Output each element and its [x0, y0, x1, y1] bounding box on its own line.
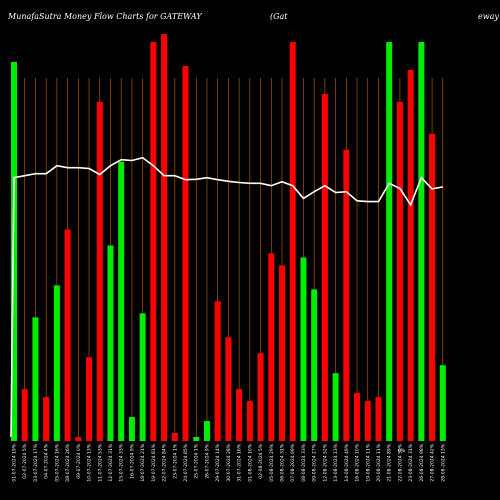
bar: [11, 62, 17, 441]
x-tick-label: 23-07-2024 1%: [172, 443, 178, 478]
x-tick-label: 01-07-2024 19%: [12, 443, 18, 481]
bar: [64, 229, 71, 441]
bar: [150, 42, 157, 441]
x-tick-label: 20-08-2024 11%: [376, 443, 382, 481]
chart-title-cut: eway: [478, 12, 499, 21]
bar: [193, 437, 200, 441]
x-tick-label: 19-07-2024 81%: [151, 443, 157, 481]
x-tick-label: 24-07-2024 85%: [183, 443, 189, 481]
bar: [139, 313, 146, 441]
x-tick-label: 25-07-2024 1%: [194, 443, 200, 478]
bar: [171, 433, 178, 441]
bar: [75, 437, 82, 441]
x-tick-label: 09-07-2024 0%: [76, 443, 82, 478]
x-tick-label: 07-08-2024 99%: [290, 443, 296, 481]
x-tick-label: 10-07-2024 13%: [87, 443, 93, 481]
x-tick-label: 23-08-2024 31%: [408, 443, 414, 481]
bars: [11, 34, 446, 442]
chart-title-ticker: (Gat: [270, 12, 288, 21]
bar: [257, 353, 264, 441]
bar: [364, 401, 371, 441]
bar: [225, 337, 232, 441]
extra-tick-label: 0%: [398, 448, 406, 454]
bar: [300, 257, 307, 441]
x-tick-labels: 01-07-2024 19% 02-07-2024 5% 03-07-2024 17…: [12, 443, 447, 481]
x-tick-label: 28-08-2024 13%: [440, 443, 446, 481]
x-tick-label: 11-07-2024 53%: [97, 443, 103, 481]
x-tick-label: 26-08-2024 98%: [419, 443, 425, 481]
bar: [311, 289, 318, 441]
x-tick-label: 26-07-2024 9%: [204, 443, 210, 478]
trend-line-layer: [10, 156, 443, 438]
bar: [407, 69, 414, 442]
x-tick-label: 12-07-2024 31%: [108, 443, 114, 481]
x-tick-label: 06-08-2024 31%: [280, 443, 286, 481]
x-tick-label: 15-07-2024 33%: [119, 443, 125, 481]
x-tick-label: 12-08-2024 52%: [322, 443, 328, 481]
bar: [236, 389, 243, 441]
x-tick-label: 03-07-2024 17%: [33, 443, 39, 481]
bar: [86, 357, 93, 441]
bar: [429, 133, 436, 441]
bar: [182, 65, 189, 441]
x-tick-label: 22-08-2024 59%: [397, 443, 403, 481]
bar: [386, 42, 393, 441]
x-tick-label: 02-08-2024 5%: [258, 443, 264, 478]
bar: [246, 401, 253, 441]
x-tick-label: 31-07-2024 16%: [237, 443, 243, 481]
x-tick-label: 13-08-2024 13%: [333, 443, 339, 481]
bar: [375, 397, 382, 441]
x-tick-label: 08-07-2024 26%: [65, 443, 71, 481]
x-tick-label: 21-08-2024 89%: [387, 443, 393, 481]
x-tick-label: 19-08-2024 11%: [365, 443, 371, 481]
bar: [279, 265, 285, 441]
x-tick-label: 02-07-2024 5%: [22, 443, 28, 478]
bar: [21, 389, 28, 441]
x-tick-label: 30-07-2024 28%: [226, 443, 232, 481]
bar: [161, 34, 168, 442]
bar: [396, 101, 403, 441]
bar: [96, 101, 103, 441]
x-tick-label: 05-07-2024 16%: [54, 443, 60, 481]
bar: [203, 421, 210, 441]
x-tick-label: 04-07-2024 4%: [44, 443, 50, 478]
bar: [128, 417, 135, 441]
bar: [332, 373, 339, 441]
x-tick-label: 16-08-2024 10%: [355, 443, 361, 481]
x-tick-label: 27-08-2024 42%: [430, 443, 436, 481]
x-tick-label: 05-08-2024 29%: [269, 443, 275, 481]
bar: [268, 253, 275, 441]
bar: [439, 365, 446, 441]
bar: [289, 42, 296, 441]
x-tick-label: 29-07-2024 14%: [215, 443, 221, 481]
x-tick-label: 16-07-2024 9%: [129, 443, 135, 478]
x-tick-label: 08-08-2024 33%: [301, 443, 307, 481]
bar: [214, 301, 221, 441]
x-tick-label: 18-07-2024 21%: [140, 443, 146, 481]
x-tick-label: 09-08-2024 27%: [312, 443, 318, 481]
bar: [32, 317, 39, 441]
bar: [343, 149, 350, 441]
bar: [418, 42, 425, 441]
bar: [321, 93, 328, 442]
x-tick-label: 14-08-2024 49%: [344, 443, 350, 481]
trend-line: [10, 156, 443, 438]
bar: [354, 393, 361, 441]
chart-title: MunafaSutra Money Flow Charts for GATEWA…: [7, 12, 202, 21]
x-tick-label: 01-08-2024 10%: [247, 443, 253, 481]
bar: [118, 161, 125, 441]
bar: [107, 245, 114, 441]
bar: [53, 285, 60, 441]
bar: [43, 397, 50, 441]
x-tick-label: 22-07-2024 84%: [162, 443, 168, 481]
